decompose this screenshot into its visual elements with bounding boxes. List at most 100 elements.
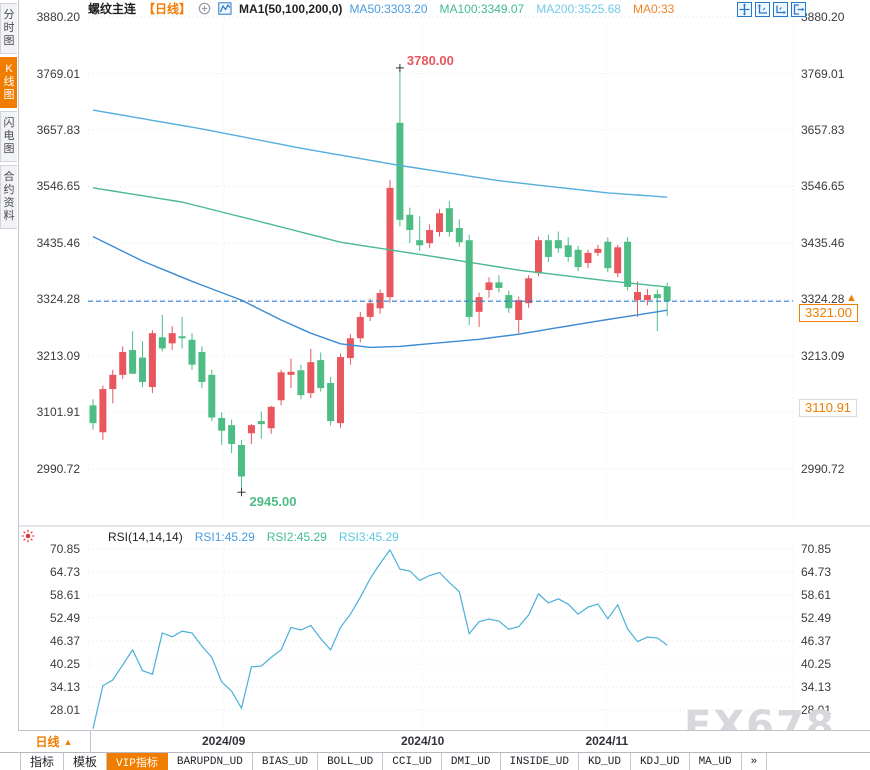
rsi-value-label: RSI3:45.29 [338, 530, 399, 544]
sidebar-tab-char: K [5, 63, 13, 75]
indicator-tab[interactable]: VIP指标 [107, 753, 168, 770]
date-tick-label: 2024/11 [585, 734, 629, 748]
rsi-tick-label: 70.85 [49, 542, 80, 556]
indicator-tab[interactable]: BOLL_UD [318, 753, 384, 770]
ma-value-label: MA50:3303.20 [349, 1, 428, 16]
price-tick-label: 3546.65 [36, 179, 80, 194]
indicator-tab[interactable]: » [742, 753, 768, 770]
chevron-up-icon: ▲ [63, 736, 73, 747]
rsi-tick-label: 58.61 [801, 588, 832, 602]
rsi-value-label: RSI1:45.29 [194, 530, 255, 544]
rsi-tick-label: 40.25 [801, 657, 832, 671]
y-axis-zoom-icon[interactable] [755, 2, 770, 17]
sidebar-tab-char: 电 [3, 130, 15, 142]
price-tick-label: 3657.83 [36, 123, 80, 137]
rsi-alert-icon[interactable] [21, 529, 35, 548]
last-price-badge: 3321.00 [799, 304, 858, 323]
time-axis-bar: 日线 ▲ 2024/09 2024/10 2024/11 [18, 730, 870, 753]
ma-settings-label: MA1(50,100,200,0) [239, 1, 343, 16]
price-tick-label: 3657.83 [801, 123, 845, 137]
rsi-legend: RSI1:45.29 RSI2:45.29 RSI3:45.29 [195, 530, 399, 544]
ma-value-label: MA0:33 [632, 1, 675, 16]
sidebar-tab-char: 闪 [3, 117, 15, 129]
sidebar-tab-4[interactable]: 合约资料 [0, 165, 17, 229]
rsi-title: RSI(14,14,14) [108, 530, 183, 544]
rsi-tick-label: 70.85 [801, 542, 832, 556]
sidebar-tab-char: 资 [3, 197, 15, 209]
rsi-series [92, 548, 668, 729]
rsi-tick-label: 28.01 [49, 703, 80, 717]
indicator-tab[interactable]: INSIDE_UD [501, 753, 579, 770]
price-tick-label: 3435.46 [801, 236, 845, 250]
price-marker-arrow-icon: ▲ [846, 292, 857, 305]
price-tick-label: 2990.72 [801, 462, 845, 476]
price-tick-label: 3880.20 [801, 10, 845, 24]
price-tick-label: 3324.28 [801, 292, 845, 307]
price-axis-left: 3880.20 3769.01 3657.83 3546.65 3435.46 3324.… [18, 0, 84, 530]
sidebar-tab-char: 合 [3, 171, 15, 183]
ma-indicator-icon[interactable] [218, 2, 232, 15]
circle-plus-icon[interactable] [198, 2, 211, 15]
x-axis-zoom-icon[interactable] [773, 2, 788, 17]
sidebar-tab-char: 图 [3, 89, 15, 101]
rsi-axis-left: 70.85 64.73 58.61 52.49 46.37 40.25 34.13 28.01 [18, 530, 84, 730]
sidebar-tab-char: 时 [3, 22, 15, 34]
rsi-tick-label: 52.49 [49, 611, 80, 625]
price-tick-label: 3435.46 [36, 236, 80, 250]
ma-value-label: MA100:3349.07 [439, 1, 525, 16]
rsi-tick-label: 34.13 [801, 680, 832, 694]
period-selector[interactable]: 日线 ▲ [18, 731, 91, 752]
price-axis-right: 3880.20 3769.01 3657.83 3546.65 3435.46 3324.… [799, 0, 869, 530]
candlestick-series [89, 67, 671, 493]
price-tick-label: 3213.09 [801, 349, 845, 363]
price-tick-label: 3101.91 [36, 405, 80, 420]
indicator-tab[interactable]: KDJ_UD [631, 753, 690, 770]
sidebar-tab-char: 分 [3, 9, 15, 21]
symbol-title: 螺纹主连 [88, 2, 137, 16]
rsi-header: RSI(14,14,14) RSI1:45.29 RSI2:45.29 RSI3:4… [108, 529, 399, 545]
indicator-tab[interactable]: DMI_UD [442, 753, 501, 770]
sidebar-tab-char: 图 [3, 143, 15, 155]
rsi-tick-label: 28.01 [801, 703, 832, 717]
secondary-price-badge: 3110.91 [799, 398, 858, 417]
period-tag: 【日线】 [143, 2, 192, 16]
sidebar-tab-char: 约 [3, 184, 15, 196]
sidebar-tab-char: 线 [3, 76, 15, 88]
indicator-tab-bar: 指标 模板 VIP指标 BARUPDN_UD BIAS_UD BOLL_UD CCI_UD D… [0, 752, 870, 770]
rsi-tick-label: 52.49 [801, 611, 832, 625]
grid-lines [18, 16, 870, 728]
sidebar-tab-char: 料 [3, 210, 15, 222]
price-tick-label: 3769.01 [36, 66, 80, 81]
rsi-value-label: RSI2:45.29 [266, 530, 327, 544]
sidebar-tab-1[interactable]: 分时图 [0, 3, 17, 54]
chart-header: 螺纹主连 【日线】 MA1(50,100,200,0) MA50:3303.20… [88, 0, 674, 17]
indicator-tab[interactable]: MA_UD [690, 753, 742, 770]
indicator-tab[interactable]: BIAS_UD [253, 753, 319, 770]
rsi-tick-label: 46.37 [49, 634, 80, 648]
price-tick-label: 2990.72 [36, 462, 80, 476]
rsi-tick-label: 58.61 [49, 588, 80, 602]
indicator-tab[interactable]: 指标 [20, 753, 65, 770]
rsi-axis-right: 70.85 64.73 58.61 52.49 46.37 40.25 34.13 28.01 [799, 530, 869, 730]
rsi-tick-label: 40.25 [49, 657, 80, 671]
period-selector-label: 日线 [35, 735, 60, 749]
rsi-tick-label: 64.73 [801, 565, 832, 579]
sidebar-tab-3[interactable]: 闪电图 [0, 111, 17, 162]
date-tick-label: 2024/09 [201, 734, 246, 748]
restore-axis-icon[interactable] [791, 2, 806, 17]
sidebar-tab-char: 图 [3, 35, 15, 47]
date-tick-label: 2024/10 [400, 734, 445, 748]
ma-values-legend: MA50:3303.20 MA100:3349.07 MA200:3525.68 MA… [349, 2, 674, 16]
indicator-tab[interactable]: KD_UD [579, 753, 631, 770]
rsi-tick-label: 46.37 [801, 634, 832, 648]
indicator-tab[interactable]: CCI_UD [383, 753, 442, 770]
ma-overlays [88, 109, 793, 349]
indicator-tab[interactable]: BARUPDN_UD [168, 753, 253, 770]
move-tool-icon[interactable] [737, 2, 752, 17]
indicator-tab[interactable]: 模板 [64, 753, 108, 770]
rsi-tick-label: 64.73 [49, 565, 80, 579]
price-tick-label: 3769.01 [801, 66, 845, 81]
